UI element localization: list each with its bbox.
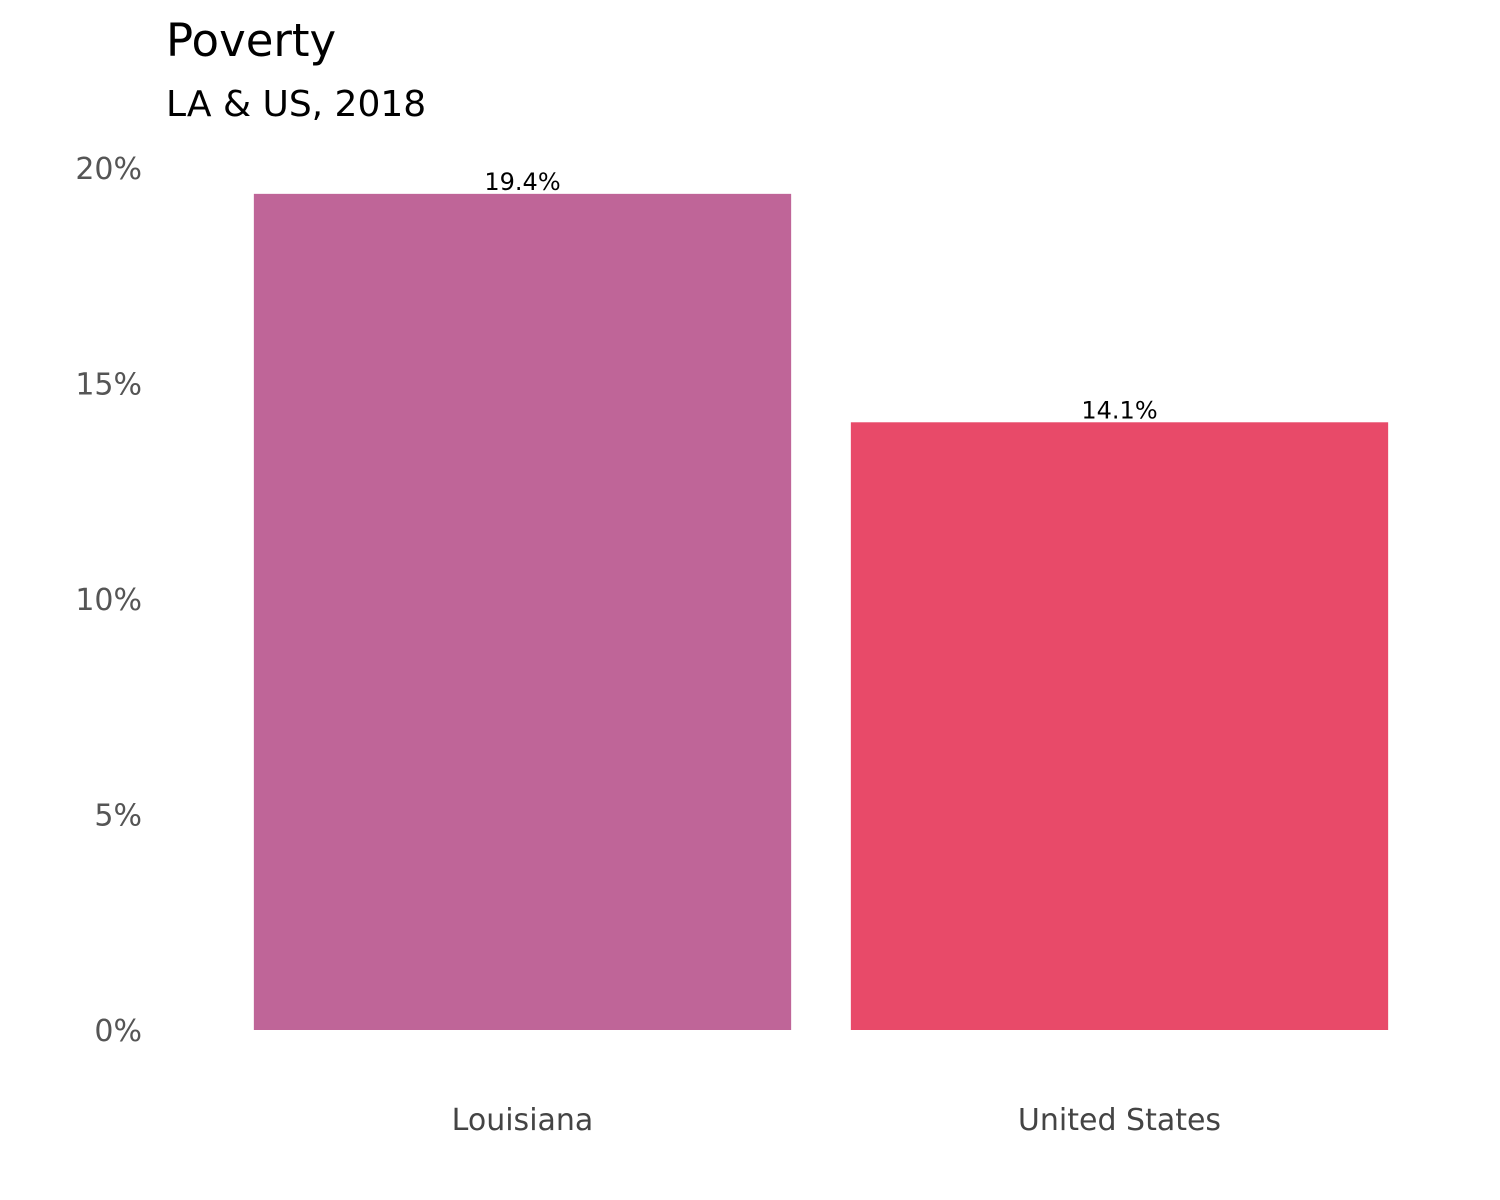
y-tick-label: 5% bbox=[94, 799, 142, 834]
bar-united-states bbox=[850, 422, 1389, 1030]
data-label: 19.4% bbox=[484, 168, 560, 196]
x-axis: Louisiana United States bbox=[452, 1103, 1221, 1138]
data-label: 14.1% bbox=[1081, 396, 1157, 424]
bars: 19.4% 14.1% bbox=[253, 168, 1389, 1031]
y-axis: 0% 5% 10% 15% 20% bbox=[75, 152, 142, 1049]
y-tick-label: 15% bbox=[75, 368, 142, 403]
bar-louisiana bbox=[253, 193, 792, 1031]
x-tick-label: United States bbox=[1018, 1103, 1221, 1138]
y-tick-label: 20% bbox=[75, 152, 142, 187]
y-tick-label: 10% bbox=[75, 583, 142, 618]
x-tick-label: Louisiana bbox=[452, 1103, 594, 1138]
chart-title: Poverty bbox=[166, 14, 337, 67]
chart-subtitle: LA & US, 2018 bbox=[166, 84, 427, 125]
y-tick-label: 0% bbox=[94, 1014, 142, 1049]
